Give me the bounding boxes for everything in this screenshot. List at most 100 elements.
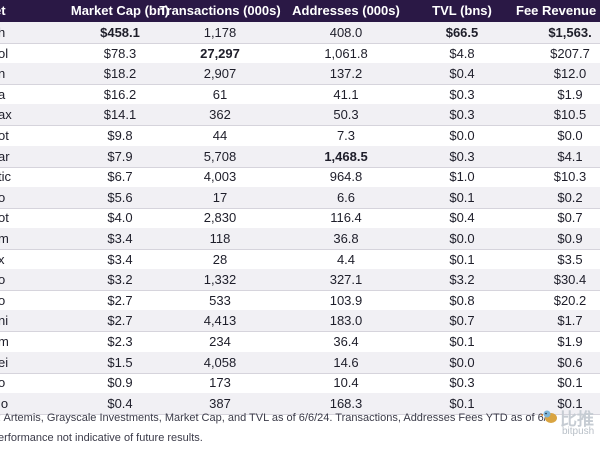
cell-transactions: 533 xyxy=(209,292,231,308)
cell-tvl: $0.8 xyxy=(449,292,475,308)
cell-tvl: $0.3 xyxy=(449,148,475,164)
cell-addresses: 116.4 xyxy=(330,210,362,226)
cell-market-cap: $2.7 xyxy=(107,313,133,329)
cell-market-cap: $2.3 xyxy=(107,334,133,349)
table-row: a $16.2 61 41.1 $0.3 $1.9 xyxy=(0,84,600,106)
cell-fee-revenue: $0.1 xyxy=(557,395,583,411)
table-row: tic $6.7 4,003 964.8 $1.0 $10.3 xyxy=(0,166,600,189)
cell-fee-revenue: $20.2 xyxy=(553,292,587,308)
cell-addresses: 1,468.5 xyxy=(324,148,368,164)
table-row: ot $9.8 44 7.3 $0.0 $0.0 xyxy=(0,125,600,147)
cell-asset: o xyxy=(0,272,6,288)
table-row: m $2.3 234 36.4 $0.1 $1.9 xyxy=(0,331,600,353)
cell-addresses: 50.3 xyxy=(333,107,359,123)
cell-market-cap: $0.4 xyxy=(107,395,133,411)
cell-tvl: $0.1 xyxy=(449,395,475,411)
cell-asset: h xyxy=(0,25,6,40)
watermark-en-text: bitpush xyxy=(562,426,595,437)
header-market-cap: Market Cap (bn) xyxy=(70,3,170,18)
cell-fee-revenue: $3.5 xyxy=(557,251,583,267)
cell-addresses: 4.4 xyxy=(336,251,356,267)
cell-transactions: 61 xyxy=(212,86,228,102)
cell-tvl: $0.1 xyxy=(449,334,475,349)
cell-tvl: $3.2 xyxy=(449,272,475,288)
table-row: ni $2.7 4,413 183.0 $0.7 $1.7 xyxy=(0,310,600,333)
cell-tvl: $0.7 xyxy=(449,313,475,329)
cell-addresses: 327.1 xyxy=(329,272,363,288)
cell-transactions: 4,058 xyxy=(203,354,237,370)
cell-market-cap: $3.2 xyxy=(107,272,133,288)
table-row: ar $7.9 5,708 1,468.5 $0.3 $4.1 xyxy=(0,145,600,168)
cell-transactions: 362 xyxy=(209,107,231,123)
header-fee-revenue: Fee Revenue xyxy=(516,3,597,18)
cell-tvl: $0.3 xyxy=(449,375,475,391)
cell-fee-revenue: $10.5 xyxy=(553,107,587,123)
cell-tvl: $1.0 xyxy=(449,169,475,185)
cell-asset: a xyxy=(0,86,6,102)
watermark-cn-text: 比推 xyxy=(560,410,594,429)
header-transactions: Transactions (000s) xyxy=(159,3,281,18)
cell-transactions: 27,297 xyxy=(200,45,240,61)
bird-logo-icon xyxy=(540,410,557,423)
cell-fee-revenue: $0.6 xyxy=(557,354,583,370)
cell-market-cap: $14.1 xyxy=(103,107,137,123)
cell-tvl: $0.0 xyxy=(449,128,475,143)
cell-fee-revenue: $0.9 xyxy=(557,231,583,246)
cell-market-cap: $3.4 xyxy=(107,231,133,246)
cell-asset: ei xyxy=(0,354,9,370)
cell-tvl: $0.0 xyxy=(449,354,475,370)
cell-transactions: 2,907 xyxy=(203,66,237,82)
table-row: ax $14.1 362 50.3 $0.3 $10.5 xyxy=(0,104,600,127)
header-addresses: Addresses (000s) xyxy=(292,3,400,18)
cell-market-cap: $0.9 xyxy=(107,375,133,391)
cell-asset: lo xyxy=(0,395,9,411)
table-row: o $3.2 1,332 327.1 $3.2 $30.4 xyxy=(0,269,600,292)
cell-asset: ot xyxy=(0,210,9,226)
cell-asset: ot xyxy=(0,128,9,143)
cell-addresses: 408.0 xyxy=(329,25,363,40)
cell-market-cap: $7.9 xyxy=(107,148,133,164)
cell-addresses: 6.6 xyxy=(336,189,356,205)
cell-tvl: $0.0 xyxy=(449,231,475,246)
bitpush-watermark: 比推 bitpush xyxy=(540,404,600,444)
cell-market-cap: $5.6 xyxy=(107,189,133,205)
cell-addresses: 36.4 xyxy=(333,334,359,349)
table-row: ol $78.3 27,297 1,061.8 $4.8 $207.7 xyxy=(0,43,600,65)
table-row: h $458.1 1,178 408.0 $66.5 $1,563. xyxy=(0,22,600,44)
cell-asset: o xyxy=(0,292,6,308)
cell-transactions: 44 xyxy=(212,128,228,143)
cell-fee-revenue: $1.9 xyxy=(557,334,583,349)
cell-fee-revenue: $0.0 xyxy=(557,128,583,143)
cell-transactions: 28 xyxy=(212,251,228,267)
cell-asset: ax xyxy=(0,107,12,123)
cell-market-cap: $78.3 xyxy=(103,45,137,61)
cell-transactions: 4,003 xyxy=(203,169,237,185)
cell-fee-revenue: $12.0 xyxy=(553,66,587,82)
cell-asset: o xyxy=(0,375,6,391)
cell-asset: tic xyxy=(0,169,11,185)
cell-fee-revenue: $1,563. xyxy=(548,25,592,40)
cell-addresses: 168.3 xyxy=(329,395,363,411)
table-row: o $5.6 17 6.6 $0.1 $0.2 xyxy=(0,186,600,209)
table-row: ei $1.5 4,058 14.6 $0.0 $0.6 xyxy=(0,351,600,374)
cell-market-cap: $4.0 xyxy=(107,210,133,226)
cell-fee-revenue: $30.4 xyxy=(553,272,587,288)
cell-addresses: 183.0 xyxy=(329,313,363,329)
cell-addresses: 137.2 xyxy=(329,66,363,82)
cell-transactions: 234 xyxy=(209,334,231,349)
header-tvl: TVL (bns) xyxy=(432,3,492,18)
cell-fee-revenue: $0.7 xyxy=(557,210,583,226)
cell-transactions: 2,830 xyxy=(203,210,237,226)
cell-asset: o xyxy=(0,189,6,205)
cell-transactions: 118 xyxy=(209,231,231,246)
cell-addresses: 103.9 xyxy=(329,292,363,308)
cell-addresses: 14.6 xyxy=(333,354,359,370)
cell-market-cap: $2.7 xyxy=(107,292,133,308)
cell-market-cap: $3.4 xyxy=(107,251,133,267)
cell-fee-revenue: $0.2 xyxy=(557,189,583,205)
cell-transactions: 387 xyxy=(209,395,231,411)
cell-tvl: $0.1 xyxy=(449,189,475,205)
cell-market-cap: $458.1 xyxy=(100,25,140,40)
footnote-sources: : Artemis, Grayscale Investments, Market… xyxy=(0,412,553,424)
table-row: m $3.4 118 36.8 $0.0 $0.9 xyxy=(0,228,600,250)
